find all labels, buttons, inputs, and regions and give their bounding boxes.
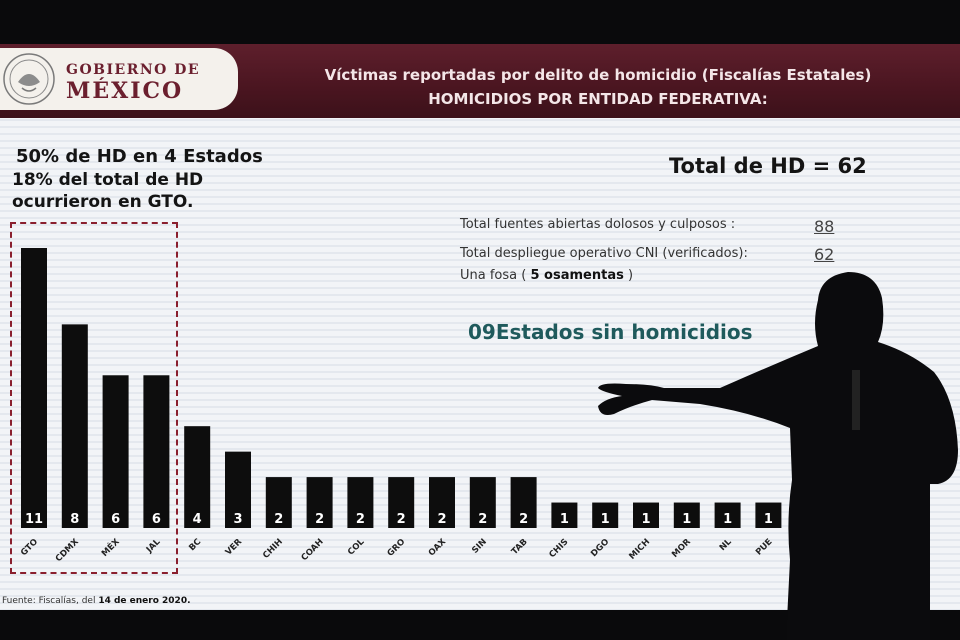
info-cni-value: 62	[814, 245, 835, 264]
logo-text-gobierno: GOBIERNO DE	[66, 62, 201, 78]
bar-value-tab: 2	[519, 512, 528, 527]
bar-value-pue: 1	[764, 512, 773, 527]
total-hd-label: Total de HD = 62	[669, 154, 867, 178]
category-label-coah: COAH	[300, 537, 326, 563]
category-label-chis: CHIS	[547, 537, 570, 560]
bar-sin	[469, 477, 496, 528]
bar-coah	[306, 477, 333, 528]
bar-jal	[143, 375, 170, 528]
bar-tab	[510, 477, 537, 528]
annotation-gto-location: ocurrieron en GTO.	[12, 192, 194, 212]
slide-subtitle: HOMICIDIOS POR ENTIDAD FEDERATIVA:	[428, 90, 768, 108]
info-cni-label: Total despliegue operativo CNI (verifica…	[460, 246, 748, 261]
annotation-gto-percent: 18% del total de HD	[12, 170, 204, 190]
category-label-tab: TAB	[510, 537, 530, 557]
category-label-gto: GTO	[19, 537, 40, 558]
category-label-col: COL	[346, 537, 367, 558]
category-label-nl: NL	[718, 537, 734, 553]
bar-value-mich: 1	[641, 512, 650, 527]
top-four-highlight-box	[10, 222, 178, 574]
bar-value-bc: 4	[193, 512, 202, 527]
bar-value-gto: 11	[25, 512, 43, 527]
government-logo: GOBIERNO DE MÉXICO	[0, 48, 238, 110]
category-label-qro: QRO	[793, 537, 815, 559]
category-label-sin: SIN	[470, 537, 489, 556]
bar-méx	[102, 375, 129, 528]
source-date: 14 de enero 2020.	[98, 596, 191, 606]
category-label-mich: MICH	[627, 537, 652, 562]
bar-value-qro: 1	[805, 512, 814, 527]
source-prefix: Fuente: Fiscalías, del	[2, 596, 96, 606]
header-band: GOBIERNO DE MÉXICO Víctimas reportadas p…	[0, 44, 960, 118]
category-label-chih: CHIH	[261, 537, 285, 561]
info-open-sources-label: Total fuentes abiertas dolosos y culposo…	[460, 217, 736, 232]
presentation-screen: GOBIERNO DE MÉXICO Víctimas reportadas p…	[0, 44, 960, 610]
bar-value-chih: 2	[274, 512, 283, 527]
info-open-sources-value: 88	[814, 217, 835, 236]
bar-value-ver: 3	[233, 512, 242, 527]
category-label-bc: BC	[187, 537, 203, 553]
bar-value-oax: 2	[437, 512, 446, 527]
bar-chis	[551, 502, 578, 528]
category-label-pue: PUE	[754, 537, 775, 558]
category-label-jal: JAL	[144, 537, 163, 556]
bar-gto	[21, 248, 47, 528]
category-label-oax: OAX	[427, 537, 449, 559]
category-label-ver: VER	[224, 537, 245, 558]
category-label-méx: MÉX	[99, 535, 123, 559]
bar-value-coah: 2	[315, 512, 324, 527]
bar-value-sin: 2	[478, 512, 487, 527]
bar-value-gro: 2	[397, 512, 406, 527]
bar-value-cdmx: 8	[70, 512, 79, 527]
bar-value-chis: 1	[560, 512, 569, 527]
category-label-mor: MOR	[670, 537, 693, 560]
bar-gro	[388, 477, 415, 528]
annotation-four-states: 50% de HD en 4 Estados	[16, 146, 263, 167]
bar-cdmx	[61, 324, 88, 528]
category-label-gro: GRO	[386, 537, 408, 559]
homicides-bar-chart: 11GTO8CDMX6MÉX6JAL4BC3VER2CHIH2COAH2COL2…	[19, 248, 823, 564]
bar-col	[347, 477, 374, 528]
bar-oax	[429, 477, 455, 528]
category-label-dgo: DGO	[589, 537, 611, 559]
bar-value-jal: 6	[152, 512, 161, 527]
category-label-cdmx: CDMX	[54, 537, 81, 564]
bar-value-nl: 1	[723, 512, 732, 527]
bar-chih	[265, 477, 292, 528]
source-note: Fuente: Fiscalías, del 14 de enero 2020.	[2, 596, 191, 606]
national-seal-icon	[3, 53, 55, 105]
bar-bc	[184, 426, 211, 528]
bar-value-méx: 6	[111, 512, 120, 527]
info-fosa-prefix: Una fosa (	[460, 268, 527, 283]
bar-value-col: 2	[356, 512, 365, 527]
slide-title: Víctimas reportadas por delito de homici…	[324, 66, 872, 84]
logo-text-mexico: MÉXICO	[66, 78, 184, 104]
bar-value-dgo: 1	[601, 512, 610, 527]
bar-value-mor: 1	[682, 512, 691, 527]
bar-ver	[225, 451, 251, 528]
